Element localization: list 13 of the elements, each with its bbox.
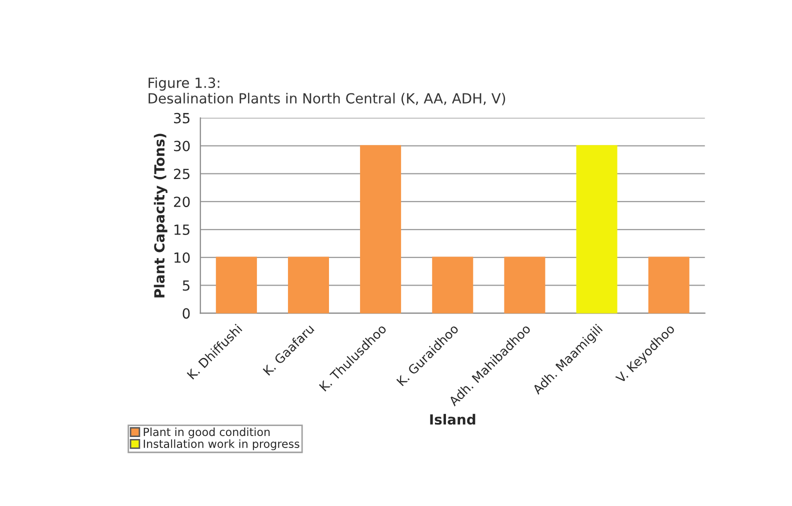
y-tick-label: 10: [174, 252, 190, 263]
y-tick-label: 5: [182, 280, 190, 291]
y-tick-label: 20: [174, 196, 190, 208]
y-tick-label: 35: [174, 112, 190, 124]
chart-title: Figure 1.3: Desalination Plants in North Central (K, AA, ADH, V): [148, 77, 506, 106]
y-tick-label: 15: [174, 224, 190, 235]
y-tick-label: 30: [174, 140, 190, 152]
y-axis-title: Plant Capacity (Tons): [154, 134, 168, 298]
legend-label: Plant in good condition: [144, 428, 270, 438]
y-tick-label: 0: [182, 308, 190, 319]
legend-label: Installation work in progress: [144, 439, 300, 450]
x-axis-title: Island: [430, 414, 476, 425]
y-tick-label: 25: [174, 168, 190, 180]
